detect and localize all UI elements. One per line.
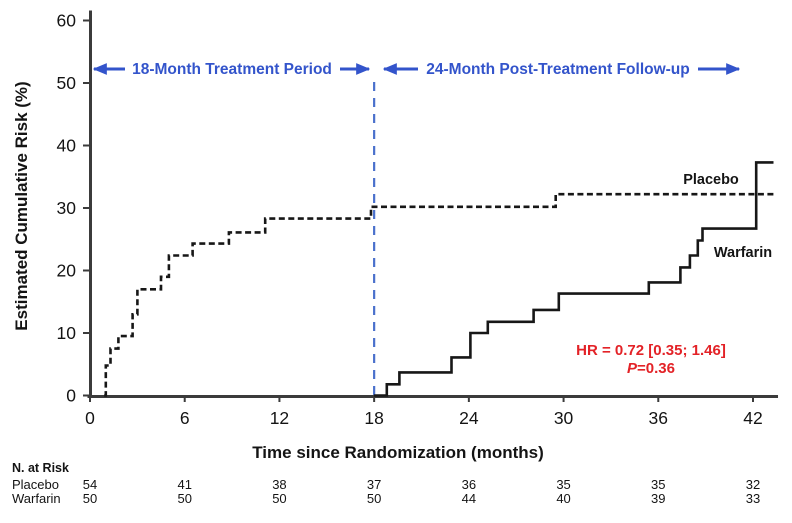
risk-value-warfarin-m12: 50 xyxy=(272,491,286,506)
p-value-number: =0.36 xyxy=(637,360,675,377)
warfarin-curve xyxy=(374,161,774,397)
risk-value-placebo-m24: 36 xyxy=(462,477,476,492)
x-tick-label: 18 xyxy=(364,408,383,428)
p-value-label: P xyxy=(627,360,638,377)
placebo-curve-label: Placebo xyxy=(683,172,739,188)
survival-curves xyxy=(104,161,774,397)
axes: 0 10 20 30 40 50 60 0 6 12 18 24 30 36 42 xyxy=(57,10,779,428)
number-at-risk-table: N. at Risk Placebo 54 41 38 37 36 35 35 32 Warfari… xyxy=(12,461,760,506)
x-tick-label: 6 xyxy=(180,408,190,428)
x-tick-label: 24 xyxy=(459,408,479,428)
risk-table-header: N. at Risk xyxy=(12,461,69,475)
y-tick-label: 20 xyxy=(57,261,77,281)
x-tick-label: 0 xyxy=(85,408,95,428)
p-value-text: P=0.36 xyxy=(627,360,675,377)
risk-value-placebo-m12: 38 xyxy=(272,477,286,492)
x-axis-title: Time since Randomization (months) xyxy=(252,443,544,462)
risk-value-warfarin-m18: 50 xyxy=(367,491,381,506)
y-tick-label: 10 xyxy=(57,323,77,343)
y-tick-label: 30 xyxy=(57,198,77,218)
risk-value-warfarin-m42: 33 xyxy=(746,491,760,506)
y-tick-label: 40 xyxy=(57,136,77,156)
risk-value-placebo-m42: 32 xyxy=(746,477,760,492)
risk-value-placebo-m0: 54 xyxy=(83,477,97,492)
y-tick-label: 60 xyxy=(57,11,77,31)
x-tick-label: 12 xyxy=(270,408,289,428)
x-tick-label: 30 xyxy=(554,408,574,428)
risk-row-label-warfarin: Warfarin xyxy=(12,491,61,506)
x-tick-label: 36 xyxy=(649,408,668,428)
risk-value-warfarin-m24: 44 xyxy=(462,491,476,506)
risk-value-placebo-m36: 35 xyxy=(651,477,665,492)
risk-value-warfarin-m36: 39 xyxy=(651,491,665,506)
y-tick-label: 50 xyxy=(57,73,77,93)
risk-row-label-placebo: Placebo xyxy=(12,477,59,492)
risk-value-warfarin-m30: 40 xyxy=(556,491,570,506)
risk-value-warfarin-m6: 50 xyxy=(177,491,191,506)
risk-value-placebo-m6: 41 xyxy=(177,477,191,492)
risk-value-warfarin-m0: 50 xyxy=(83,491,97,506)
treatment-period-label: 18-Month Treatment Period xyxy=(132,61,332,78)
x-tick-label: 42 xyxy=(743,408,762,428)
y-axis-title: Estimated Cumulative Risk (%) xyxy=(12,81,31,330)
warfarin-curve-label: Warfarin xyxy=(714,245,772,261)
risk-value-placebo-m30: 35 xyxy=(556,477,570,492)
followup-period-label: 24-Month Post-Treatment Follow-up xyxy=(426,61,690,78)
y-tick-label: 0 xyxy=(66,386,76,406)
risk-value-placebo-m18: 37 xyxy=(367,477,381,492)
hazard-ratio-text: HR = 0.72 [0.35; 1.46] xyxy=(576,342,726,359)
